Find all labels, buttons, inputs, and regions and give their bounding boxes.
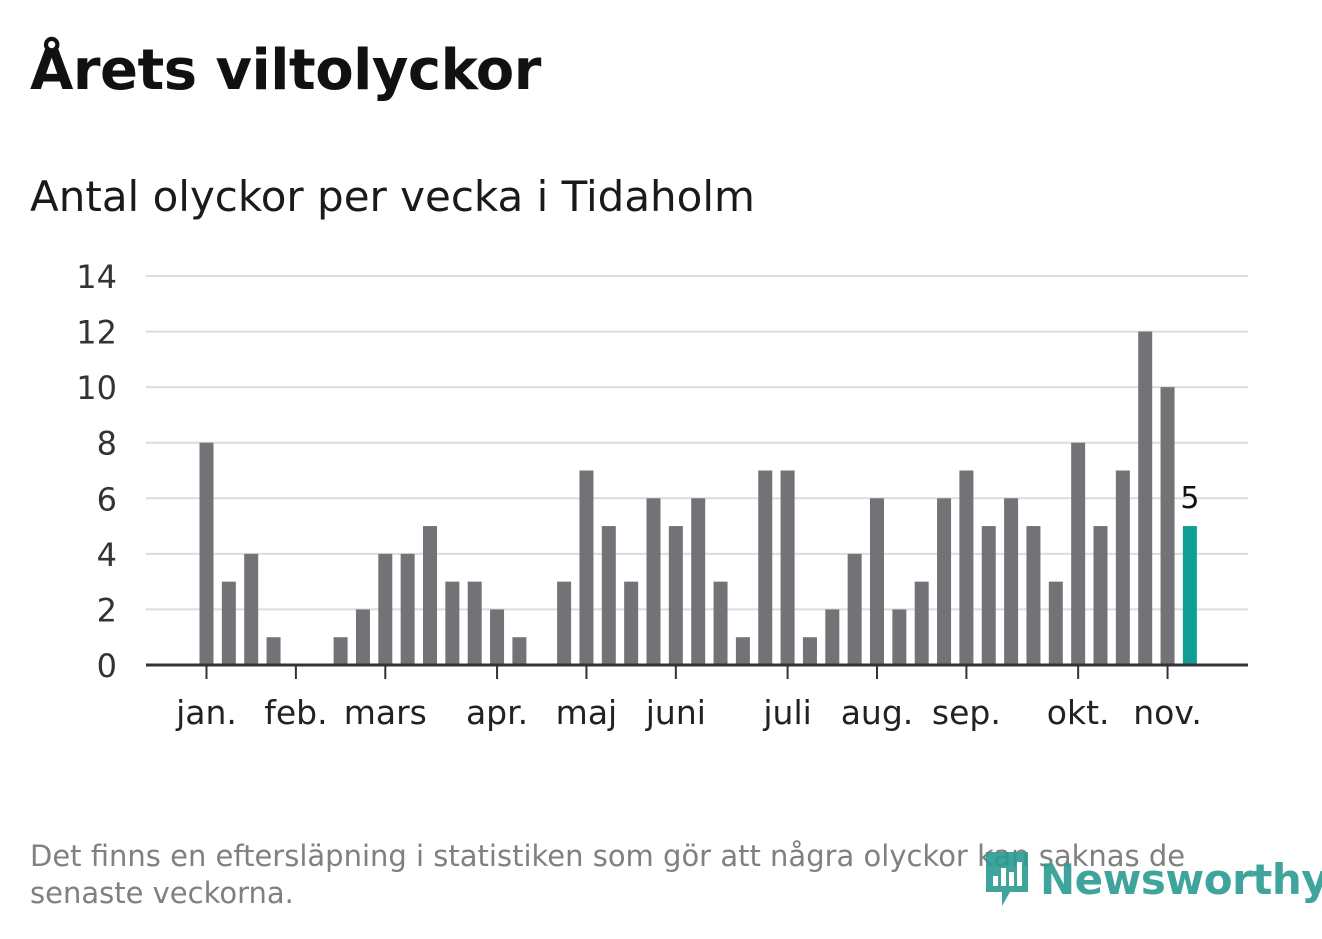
bar	[1138, 331, 1153, 665]
x-tick-label: juli	[762, 693, 811, 732]
bar	[445, 581, 460, 665]
y-tick-label: 10	[76, 369, 117, 407]
bar	[400, 553, 415, 665]
y-tick-label: 8	[97, 425, 117, 463]
x-tick-label: aug.	[841, 693, 914, 732]
bar	[557, 581, 572, 665]
bar	[1048, 581, 1063, 665]
x-tick-label: feb.	[264, 693, 327, 732]
bar	[624, 581, 639, 665]
x-tick-label: juni	[645, 693, 706, 732]
x-tick-label: sep.	[932, 693, 1001, 732]
bar	[914, 581, 929, 665]
bar	[892, 609, 907, 665]
newsworthy-logo-icon	[986, 852, 1028, 906]
bar	[512, 637, 527, 665]
bar	[691, 498, 706, 665]
x-tick-label: mars	[344, 693, 427, 732]
x-tick-label: apr.	[466, 693, 528, 732]
bar	[959, 470, 974, 665]
x-tick-label: okt.	[1047, 693, 1110, 732]
bar	[870, 498, 884, 665]
y-tick-label: 0	[97, 647, 117, 685]
bar-chart: 0 2 4 6 8 10 12 14 5 jan. feb. mars apr. maj juni juli a…	[76, 258, 1248, 732]
y-tick-label: 6	[97, 480, 117, 518]
bar	[713, 581, 728, 665]
bar	[1115, 470, 1130, 665]
bar	[199, 442, 214, 665]
bar	[1004, 498, 1019, 665]
bar	[378, 553, 393, 665]
data-label: 5	[1180, 481, 1199, 516]
bar-highlight	[1182, 526, 1197, 665]
bar	[467, 581, 482, 665]
bar	[266, 637, 281, 665]
bar	[423, 526, 437, 665]
x-tick-label: nov.	[1133, 693, 1202, 732]
bar	[646, 498, 661, 665]
chart-subtitle: Antal olyckor per vecka i Tidaholm	[30, 172, 755, 221]
logo-text: Newsworthy	[1040, 854, 1322, 904]
chart-title: Årets viltolyckor	[30, 38, 541, 103]
bar	[668, 526, 683, 665]
bar	[490, 609, 505, 665]
bar	[244, 553, 259, 665]
bar	[825, 609, 840, 665]
newsworthy-logo: Newsworthy	[982, 848, 1322, 910]
bar	[355, 609, 370, 665]
bar	[1071, 442, 1086, 665]
x-tick-label: jan.	[175, 693, 237, 732]
x-tick-label: maj	[556, 693, 618, 732]
bar	[1160, 387, 1175, 665]
y-tick-label: 12	[76, 314, 117, 352]
bar	[937, 498, 952, 665]
bar	[333, 637, 348, 665]
y-tick-label: 2	[97, 591, 117, 629]
bar	[847, 553, 862, 665]
y-tick-label: 14	[76, 258, 117, 296]
bar	[735, 637, 750, 665]
y-tick-label: 4	[97, 536, 117, 574]
bar	[1093, 526, 1108, 665]
bar	[780, 470, 795, 665]
bar	[601, 526, 616, 665]
bar	[221, 581, 236, 665]
bar	[579, 470, 594, 665]
bar	[1026, 526, 1041, 665]
bar	[981, 526, 996, 665]
bar	[802, 637, 817, 665]
bar	[758, 470, 773, 665]
